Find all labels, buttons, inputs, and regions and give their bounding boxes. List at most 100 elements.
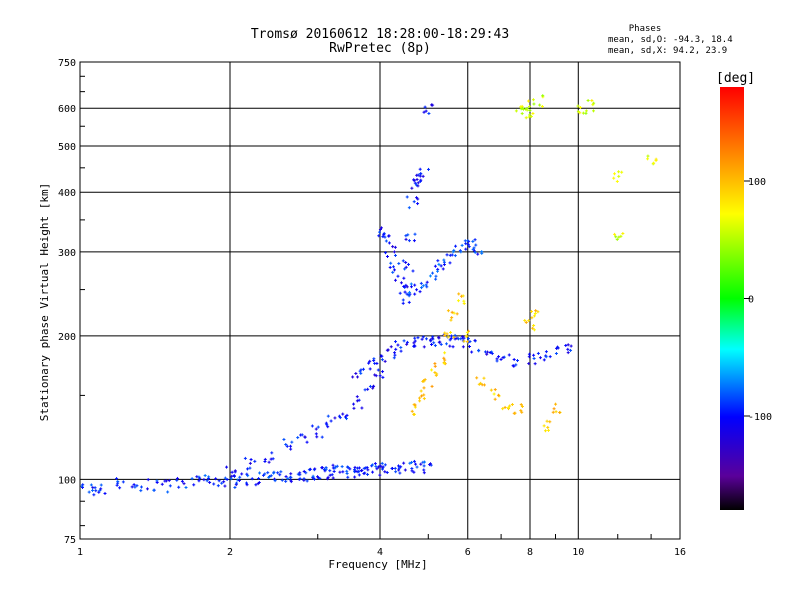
- data-point: [617, 170, 621, 174]
- data-point: [496, 393, 500, 397]
- data-point: [434, 274, 438, 278]
- data-point: [450, 310, 454, 314]
- data-point: [343, 415, 347, 419]
- data-point: [449, 330, 453, 334]
- data-point: [470, 350, 474, 354]
- data-point: [296, 472, 300, 476]
- data-point: [416, 336, 420, 340]
- data-point: [614, 235, 618, 239]
- data-point: [352, 402, 356, 406]
- data-point: [446, 335, 450, 339]
- data-point: [473, 238, 477, 242]
- data-point: [407, 239, 411, 243]
- data-point: [298, 473, 302, 477]
- data-point: [381, 375, 385, 379]
- data-point: [428, 338, 432, 342]
- data-point: [533, 312, 537, 316]
- data-point: [326, 425, 330, 429]
- data-point: [479, 381, 483, 385]
- data-point: [276, 471, 280, 475]
- data-point: [536, 310, 540, 314]
- data-point: [375, 361, 379, 365]
- data-point: [372, 359, 376, 363]
- data-point: [152, 488, 156, 492]
- data-point: [452, 335, 456, 339]
- data-point: [397, 468, 401, 472]
- data-point: [374, 374, 378, 378]
- data-point: [461, 335, 465, 339]
- data-point: [422, 468, 426, 472]
- data-point: [345, 465, 349, 469]
- data-point: [459, 250, 463, 254]
- data-point: [437, 335, 441, 339]
- data-point: [357, 469, 361, 473]
- data-point: [177, 485, 181, 489]
- data-point: [466, 239, 470, 243]
- data-point: [516, 359, 520, 363]
- data-point: [418, 399, 422, 403]
- data-point: [524, 320, 528, 324]
- phases-title: Phases: [629, 24, 662, 34]
- data-point: [298, 477, 302, 481]
- data-point: [367, 361, 371, 365]
- data-point: [408, 290, 412, 294]
- data-point: [286, 477, 290, 481]
- data-point: [175, 476, 179, 480]
- data-point: [341, 412, 345, 416]
- grid-lines: [80, 62, 680, 539]
- data-point: [413, 336, 417, 340]
- data-point: [374, 464, 378, 468]
- data-point: [407, 206, 411, 210]
- data-point: [212, 482, 216, 486]
- data-point: [366, 468, 370, 472]
- data-point: [480, 250, 484, 254]
- data-point: [416, 197, 420, 201]
- data-point: [416, 202, 420, 206]
- x-tick-label: 16: [674, 547, 686, 558]
- data-point: [305, 479, 309, 483]
- data-point: [366, 472, 370, 476]
- data-point: [418, 290, 422, 294]
- data-point: [421, 335, 425, 339]
- data-point: [403, 290, 407, 294]
- data-point: [371, 470, 375, 474]
- data-point: [435, 372, 439, 376]
- data-point: [576, 104, 580, 108]
- data-point: [87, 490, 91, 494]
- data-point: [225, 465, 229, 469]
- data-point: [415, 173, 419, 177]
- data-point: [216, 484, 220, 488]
- data-point: [371, 386, 375, 390]
- data-point: [615, 179, 619, 183]
- data-point: [333, 416, 337, 420]
- data-point: [497, 355, 501, 359]
- data-point: [94, 489, 98, 493]
- data-point: [378, 230, 382, 234]
- data-point: [548, 355, 552, 359]
- data-point: [413, 403, 417, 407]
- data-point: [383, 359, 387, 363]
- data-point: [325, 423, 329, 427]
- data-point: [328, 473, 332, 477]
- data-point: [284, 475, 288, 479]
- data-point: [443, 331, 447, 335]
- data-point: [356, 375, 360, 379]
- data-point: [357, 473, 361, 477]
- data-point: [205, 479, 209, 483]
- data-point: [448, 261, 452, 265]
- data-point: [544, 355, 548, 359]
- data-point: [473, 250, 477, 254]
- data-point: [331, 476, 335, 480]
- data-point: [207, 475, 211, 479]
- data-point: [167, 479, 171, 483]
- colorbar: [720, 87, 744, 510]
- data-point: [290, 440, 294, 444]
- data-point: [527, 362, 531, 366]
- data-point: [230, 470, 234, 474]
- data-point: [405, 342, 409, 346]
- data-point: [331, 463, 335, 467]
- data-point: [272, 470, 276, 474]
- data-point: [392, 250, 396, 254]
- data-point: [146, 478, 150, 482]
- data-point: [397, 262, 401, 266]
